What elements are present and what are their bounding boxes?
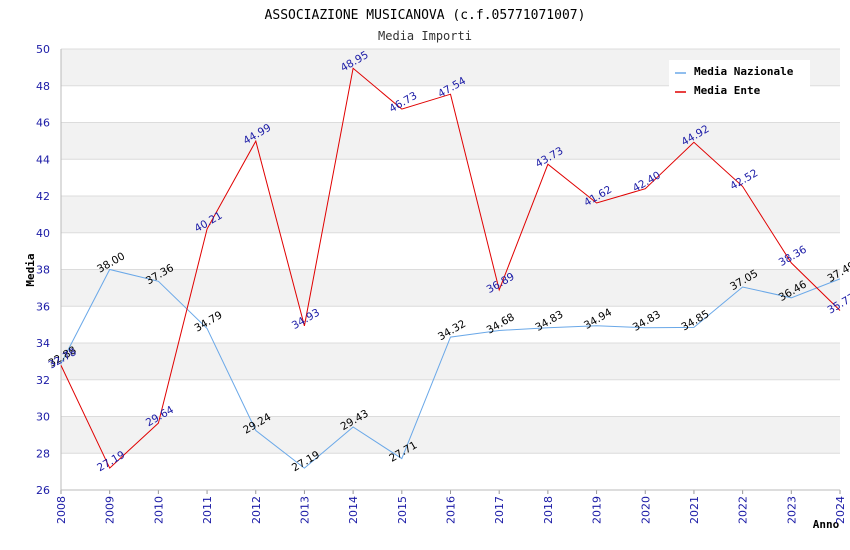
- grid-band: [61, 122, 840, 160]
- series-line-1: [60, 67, 841, 469]
- x-tick-label: 2010: [152, 496, 165, 524]
- x-tick-label: 2014: [347, 496, 360, 524]
- x-tick-label: 2017: [493, 496, 506, 524]
- y-tick-label: 50: [36, 43, 50, 56]
- data-label: 34.94: [582, 306, 614, 332]
- x-tick-label: 2012: [250, 496, 263, 524]
- series-line-0: [60, 268, 841, 469]
- y-axis-label: Media: [24, 253, 37, 286]
- data-label: 37.49: [825, 260, 850, 285]
- legend: Media Nazionale Media Ente: [669, 60, 810, 102]
- x-axis-label: Anno: [813, 518, 840, 531]
- y-tick-label: 44: [36, 153, 50, 166]
- x-tick-label: 2021: [688, 496, 701, 524]
- series-lines: [60, 67, 841, 469]
- data-label: 34.32: [436, 318, 468, 343]
- y-tick-label: 46: [36, 117, 50, 130]
- x-tick-label: 2016: [445, 496, 458, 524]
- y-tick-label: 26: [36, 484, 50, 497]
- y-tick-label: 36: [36, 300, 50, 313]
- x-tick-label: 2022: [737, 496, 750, 524]
- grid-band: [61, 196, 840, 233]
- x-tick-label: 2024: [834, 496, 847, 524]
- x-tick-labels: 2008 2009 2010 2011 2012 2013 2014 2015 2016 2017…: [55, 496, 847, 524]
- legend-label-ente: Media Ente: [694, 84, 761, 97]
- data-label: 34.85: [679, 308, 711, 333]
- y-tick-label: 32: [36, 374, 50, 387]
- x-tick-label: 2019: [591, 496, 604, 524]
- data-label: 46.73: [387, 90, 419, 115]
- y-tick-label: 28: [36, 447, 50, 460]
- chart-title: ASSOCIAZIONE MUSICANOVA (c.f.05771071007…: [265, 8, 586, 23]
- y-tick-label: 40: [36, 227, 50, 240]
- grid-bands: [61, 49, 840, 454]
- data-label: 42.40: [631, 169, 663, 194]
- x-tick-label: 2011: [201, 496, 214, 524]
- grid-band: [61, 269, 840, 307]
- y-tick-label: 30: [36, 411, 50, 424]
- data-label: 34.83: [631, 308, 663, 333]
- x-tick-label: 2008: [55, 496, 68, 524]
- grid-band: [61, 416, 840, 454]
- legend-box: [669, 60, 810, 102]
- x-tick-label: 2009: [104, 496, 117, 524]
- grid-band: [61, 343, 840, 380]
- chart-subtitle: Media Importi: [378, 29, 472, 43]
- y-tick-labels: 26 28 30 32 34 36 38 40 42 44 46 48 50: [36, 43, 50, 497]
- legend-label-nazionale: Media Nazionale: [694, 65, 794, 78]
- data-label: 34.93: [290, 307, 322, 332]
- data-label: 34.68: [485, 311, 517, 336]
- axes: [60, 49, 841, 494]
- data-label: 34.83: [533, 308, 565, 333]
- x-tick-label: 2018: [542, 496, 555, 524]
- x-tick-label: 2023: [785, 496, 798, 524]
- y-tick-label: 42: [36, 190, 50, 203]
- y-tick-label: 38: [36, 264, 50, 277]
- x-tick-label: 2013: [298, 496, 311, 524]
- x-tick-label: 2020: [639, 496, 652, 524]
- x-tick-label: 2015: [396, 496, 409, 524]
- y-tick-label: 34: [36, 337, 50, 350]
- y-tick-label: 48: [36, 80, 50, 93]
